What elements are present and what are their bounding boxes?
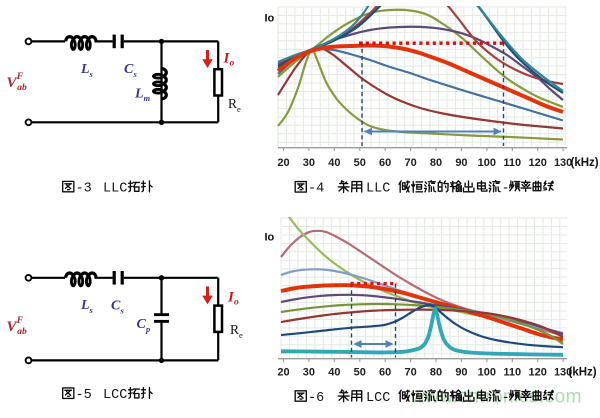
- svg-text:s: s: [89, 305, 94, 315]
- svg-text:LCC: LCC: [103, 388, 127, 403]
- svg-text:R: R: [228, 96, 237, 111]
- svg-text:R: R: [230, 322, 239, 337]
- svg-text:Io: Io: [265, 13, 275, 25]
- svg-text:L: L: [80, 62, 90, 77]
- svg-text:LCC: LCC: [366, 391, 390, 406]
- svg-text:ab: ab: [17, 83, 27, 93]
- svg-text:-: -: [502, 182, 510, 197]
- svg-text:-5: -5: [76, 388, 92, 403]
- svg-text:80: 80: [430, 157, 442, 169]
- svg-text:C: C: [111, 299, 121, 314]
- svg-text:110: 110: [503, 366, 521, 378]
- svg-text:120: 120: [529, 157, 547, 169]
- svg-text:V: V: [7, 75, 19, 91]
- svg-text:110: 110: [503, 157, 521, 169]
- svg-text:60: 60: [379, 366, 391, 378]
- svg-text:o: o: [234, 298, 239, 308]
- svg-text:C: C: [124, 62, 134, 77]
- svg-text:20: 20: [277, 366, 289, 378]
- svg-text:L: L: [80, 298, 90, 313]
- svg-text:I: I: [223, 51, 231, 67]
- svg-text:40: 40: [328, 157, 340, 169]
- svg-text:90: 90: [455, 366, 467, 378]
- svg-text:80: 80: [430, 366, 442, 378]
- svg-text:-6: -6: [308, 391, 324, 406]
- svg-text:30: 30: [303, 366, 315, 378]
- svg-text:-3: -3: [76, 181, 92, 196]
- svg-text:LLC: LLC: [366, 182, 390, 197]
- svg-text:100: 100: [478, 366, 496, 378]
- svg-text:90: 90: [455, 157, 467, 169]
- svg-text:50: 50: [354, 366, 366, 378]
- svg-text:s: s: [133, 69, 138, 79]
- svg-text:L: L: [134, 87, 144, 102]
- svg-text:p: p: [145, 324, 150, 334]
- svg-text:60: 60: [379, 157, 391, 169]
- svg-text:F: F: [16, 316, 24, 326]
- svg-text:120: 120: [529, 366, 547, 378]
- svg-text:70: 70: [404, 157, 416, 169]
- svg-text:F: F: [16, 72, 24, 82]
- svg-text:130: 130: [554, 157, 572, 169]
- svg-text:50: 50: [354, 157, 366, 169]
- svg-text:e: e: [237, 104, 241, 114]
- svg-text:s: s: [89, 69, 94, 79]
- svg-text:(kHz): (kHz): [569, 366, 597, 378]
- svg-text:o: o: [230, 59, 235, 69]
- svg-text:s: s: [120, 306, 125, 316]
- svg-text:-: -: [502, 391, 510, 406]
- svg-text:100: 100: [478, 157, 496, 169]
- svg-text:e: e: [239, 330, 243, 340]
- svg-text:ab: ab: [17, 327, 27, 337]
- svg-text:Io: Io: [265, 232, 275, 244]
- svg-text:V: V: [7, 319, 19, 335]
- svg-text:LLC: LLC: [103, 181, 127, 196]
- svg-text:C: C: [137, 317, 147, 332]
- svg-text:20: 20: [277, 157, 289, 169]
- svg-text:(kHz): (kHz): [571, 157, 599, 169]
- svg-text:-4: -4: [308, 182, 324, 197]
- svg-text:m: m: [144, 93, 151, 103]
- svg-text:I: I: [227, 290, 235, 306]
- svg-text:70: 70: [404, 366, 416, 378]
- svg-text:40: 40: [328, 366, 340, 378]
- svg-text:30: 30: [303, 157, 315, 169]
- svg-text:130: 130: [554, 366, 572, 378]
